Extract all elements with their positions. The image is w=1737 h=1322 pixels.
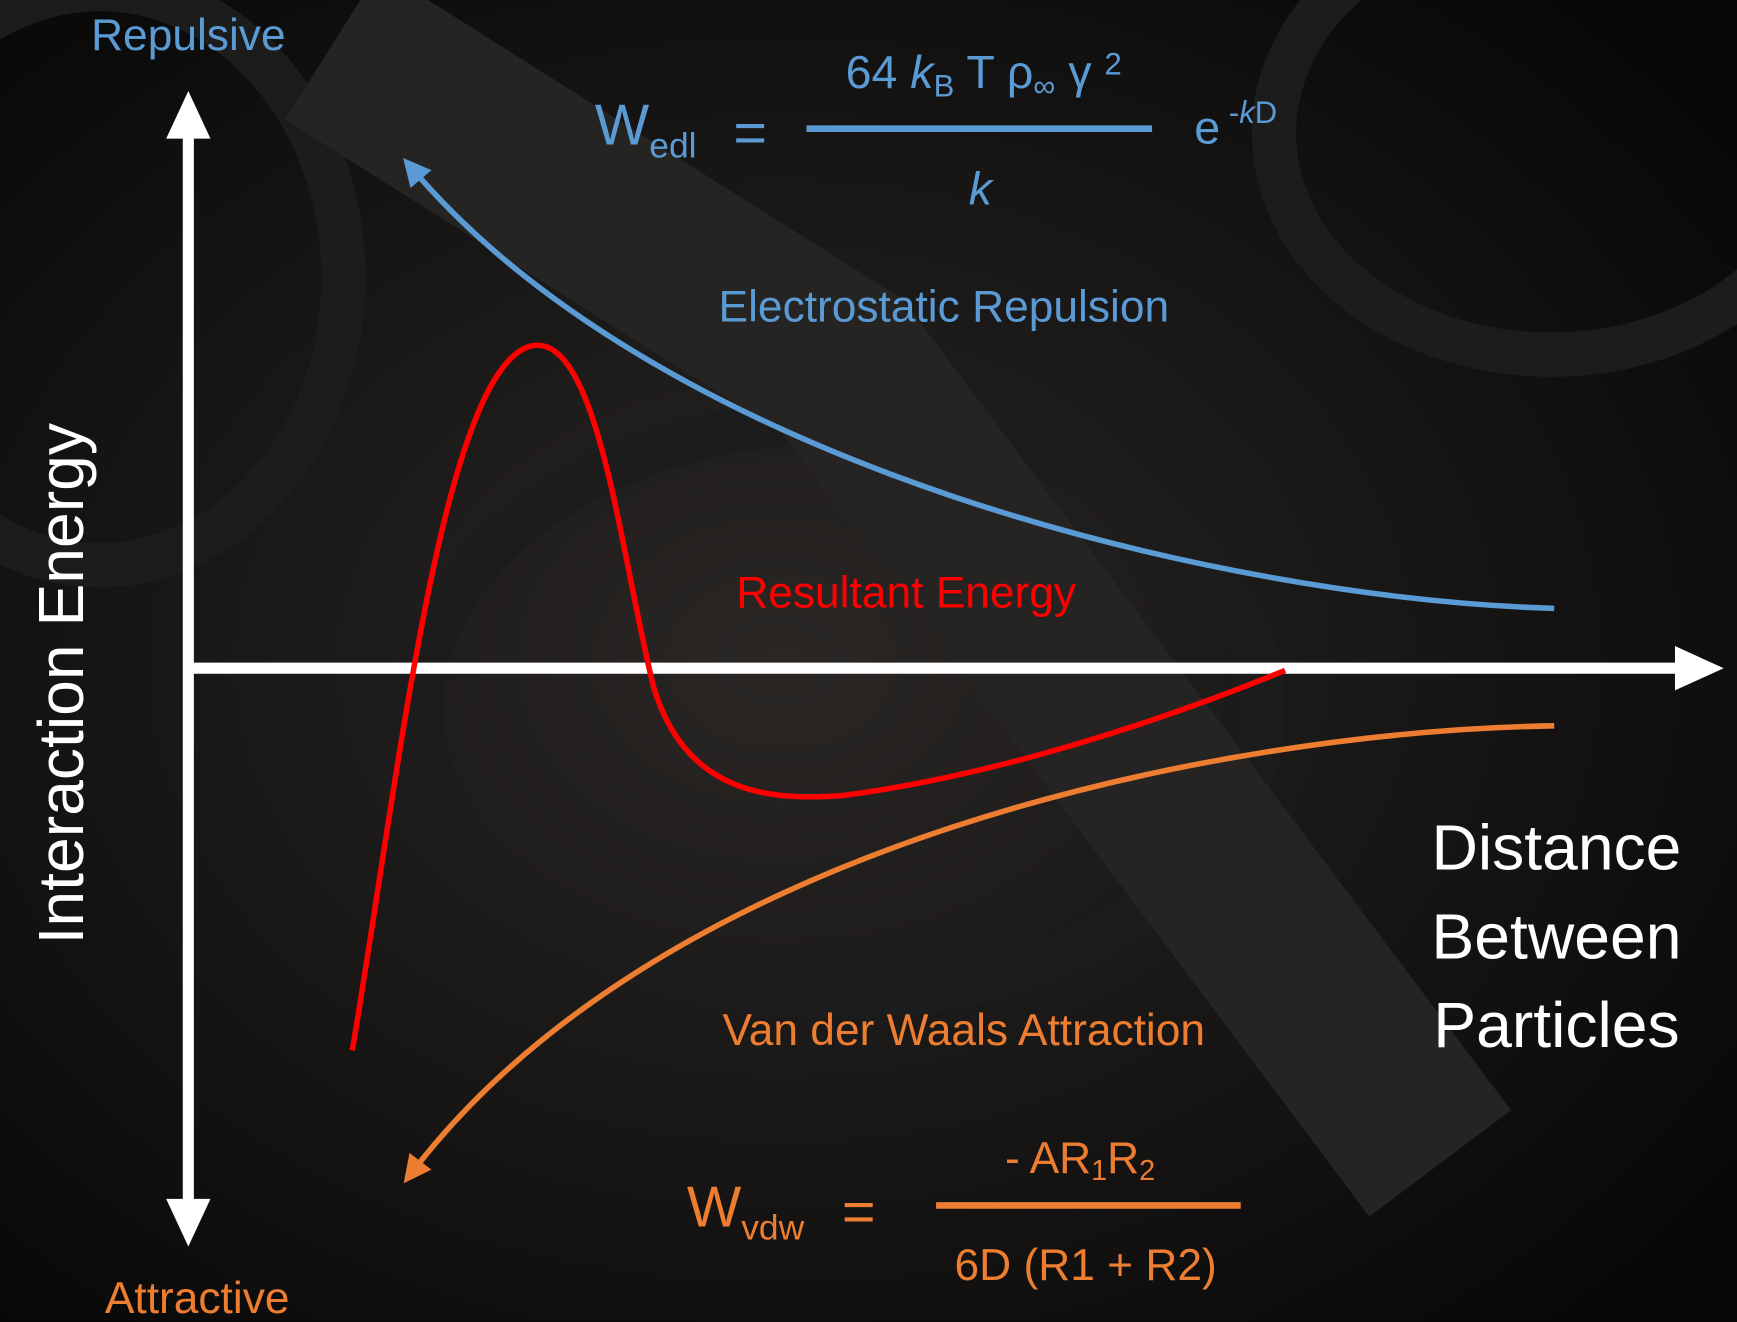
numerator-part: - AR	[1005, 1133, 1091, 1182]
subscript: vdw	[741, 1208, 804, 1248]
numerator-part: γ	[1055, 46, 1104, 98]
x-axis-title: Particles	[1433, 989, 1679, 1061]
curve-label: Resultant Energy	[736, 568, 1077, 617]
subscript: edl	[649, 125, 696, 165]
x-axis-title: Between	[1431, 900, 1681, 972]
numerator-part: k	[910, 46, 936, 98]
numerator-part: 1	[1091, 1155, 1107, 1187]
base: e	[1194, 102, 1220, 154]
attractive-label: Attractive	[105, 1274, 290, 1322]
equals: =	[733, 101, 767, 165]
numerator: 64 kB T ρ∞ γ 2	[846, 46, 1122, 103]
numerator-part: T ρ	[954, 46, 1033, 98]
symbol: W	[687, 1176, 742, 1240]
symbol: W	[595, 93, 650, 157]
numerator-part: R	[1107, 1133, 1139, 1182]
denominator: 6D (R1 + R2)	[955, 1241, 1217, 1290]
x-axis-title: Distance	[1431, 812, 1681, 884]
numerator: - AR1R2	[1005, 1133, 1155, 1187]
numerator-part: ∞	[1033, 68, 1055, 103]
numerator-part: 2	[1105, 46, 1122, 81]
repulsive-label: Repulsive	[91, 11, 286, 60]
numerator-part: 2	[1139, 1155, 1155, 1187]
equals: =	[842, 1180, 876, 1244]
numerator-part: B	[934, 68, 955, 103]
curve-label: Electrostatic Repulsion	[719, 283, 1170, 332]
diagram: Repulsive Attractive Interaction Energy …	[0, 0, 1737, 1322]
page: Repulsive Attractive Interaction Energy …	[0, 0, 1737, 1322]
y-axis-title: Interaction Energy	[25, 423, 97, 944]
curve-label: Van der Waals Attraction	[722, 1006, 1205, 1055]
exponent-part: D	[1255, 95, 1277, 130]
denominator: k	[969, 163, 995, 215]
exponent-part: -	[1229, 95, 1239, 130]
exponent-part: k	[1239, 95, 1256, 130]
numerator-part: 64	[846, 46, 911, 98]
